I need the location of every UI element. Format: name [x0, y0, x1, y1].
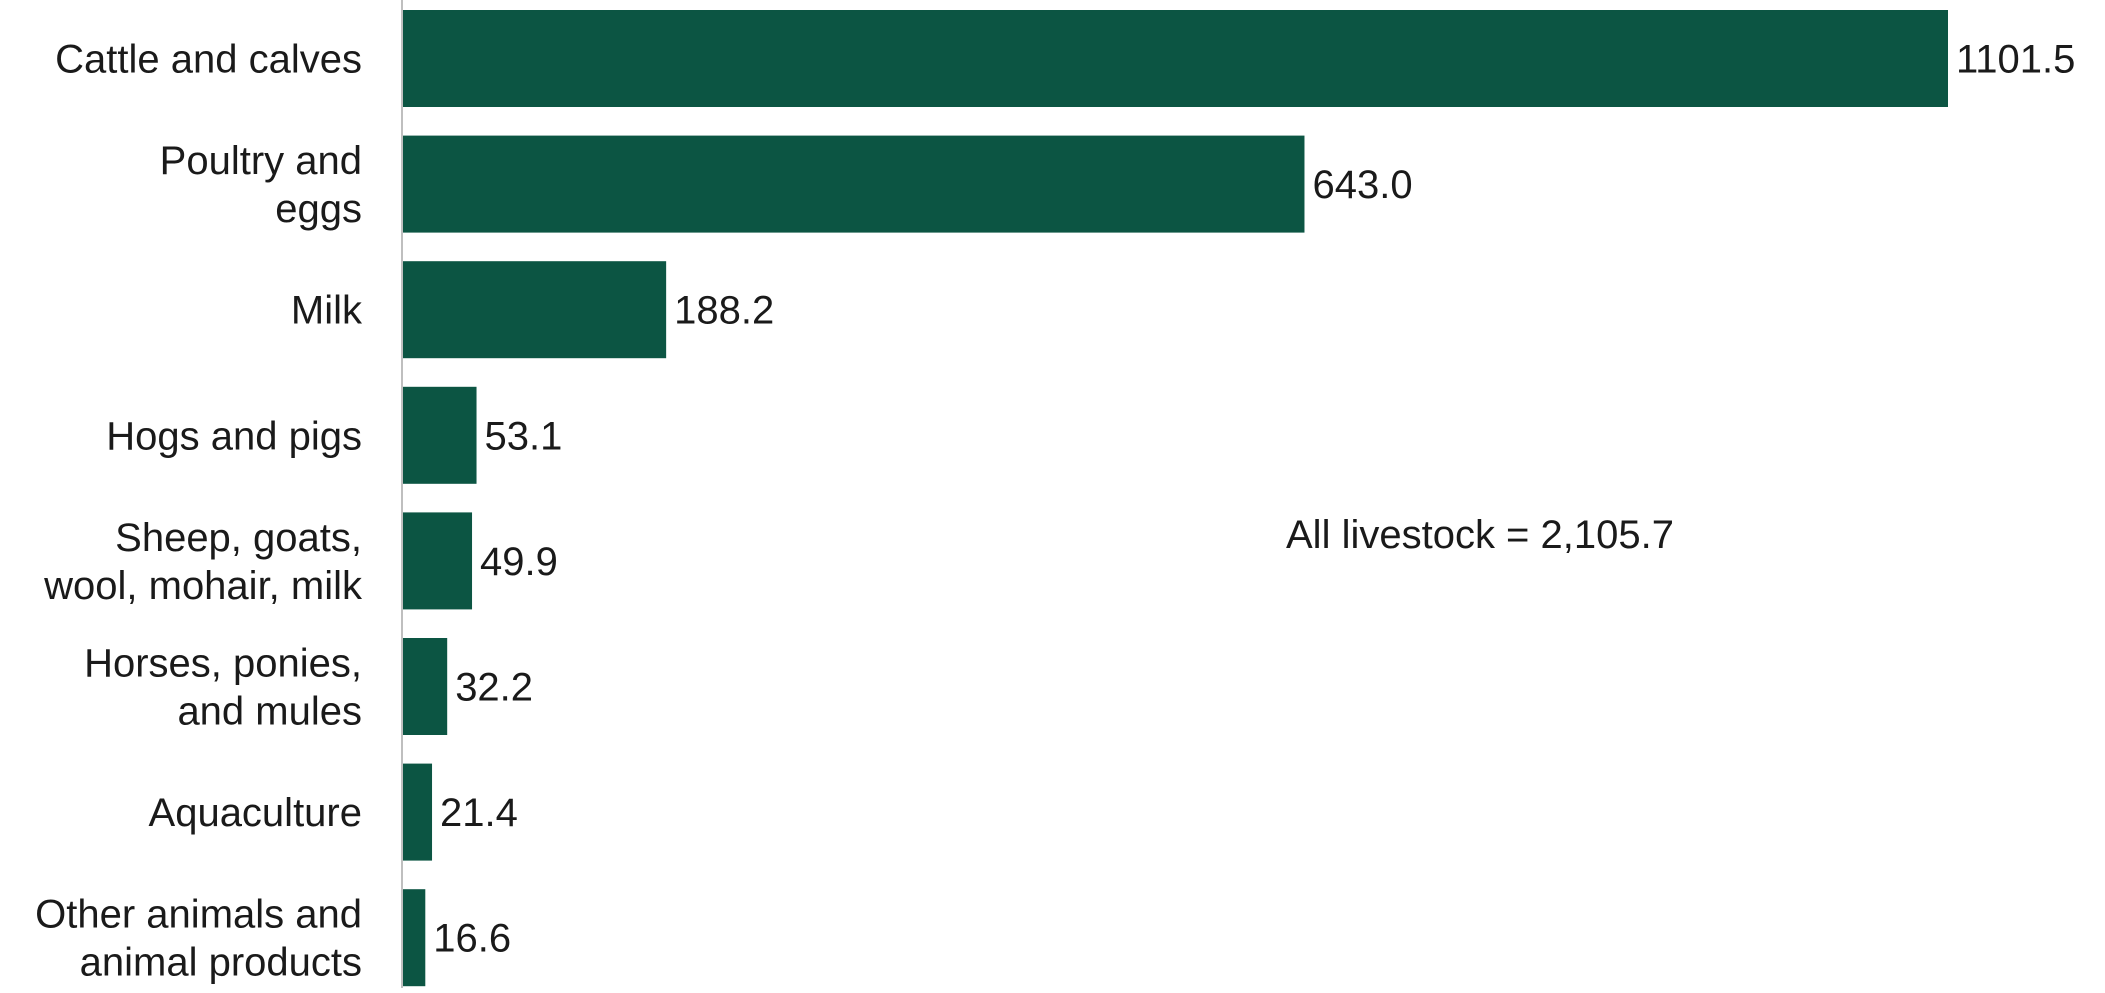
bar-5 — [402, 638, 448, 735]
bar-1 — [402, 135, 1305, 233]
value-label-7: 16.6 — [433, 917, 511, 961]
category-label-2: Milk — [291, 289, 363, 333]
bar-2 — [402, 261, 667, 359]
bars-group — [402, 10, 1948, 987]
value-label-5: 32.2 — [455, 666, 533, 710]
value-label-0: 1101.5 — [1956, 38, 2075, 82]
value-label-2: 188.2 — [674, 289, 774, 333]
category-label-1: Poultry and eggs — [160, 139, 362, 231]
category-label-line: eggs — [275, 187, 362, 231]
value-label-4: 49.9 — [480, 540, 558, 584]
bar-4 — [402, 512, 473, 610]
category-label-4: Sheep, goats, wool, mohair, milk — [43, 516, 363, 608]
category-label-line: wool, mohair, milk — [43, 564, 363, 608]
bar-6 — [402, 763, 433, 861]
value-label-6: 21.4 — [440, 791, 518, 835]
bar-0 — [402, 10, 1948, 107]
value-label-3: 53.1 — [485, 414, 563, 458]
category-label-3: Hogs and pigs — [106, 414, 362, 458]
category-label-line: animal products — [80, 941, 362, 985]
category-label-line: and mules — [177, 690, 362, 734]
category-label-line: Hogs and pigs — [106, 414, 362, 458]
value-label-1: 643.0 — [1312, 163, 1412, 207]
category-label-7: Other animals and animal products — [35, 893, 362, 985]
category-label-0: Cattle and calves — [55, 38, 362, 82]
category-label-line: Other animals and — [35, 893, 362, 937]
category-label-6: Aquaculture — [149, 791, 362, 835]
bar-7 — [402, 889, 426, 987]
total-annotation: All livestock = 2,105.7 — [1286, 513, 1674, 557]
category-label-5: Horses, ponies, and mules — [84, 642, 362, 734]
category-label-line: Milk — [291, 289, 363, 333]
category-label-line: Sheep, goats, — [115, 516, 362, 560]
category-labels-group: Cattle and calves Poultry and eggs Milk Hogs… — [35, 38, 363, 985]
bar-3 — [402, 386, 477, 484]
category-label-line: Poultry and — [160, 139, 362, 183]
category-label-line: Aquaculture — [149, 791, 362, 835]
value-labels-group: 1101.5 643.0 188.2 53.1 49.9 32.2 21.4 16.6 — [433, 38, 2075, 961]
category-label-line: Cattle and calves — [55, 38, 362, 82]
category-label-line: Horses, ponies, — [84, 642, 362, 686]
